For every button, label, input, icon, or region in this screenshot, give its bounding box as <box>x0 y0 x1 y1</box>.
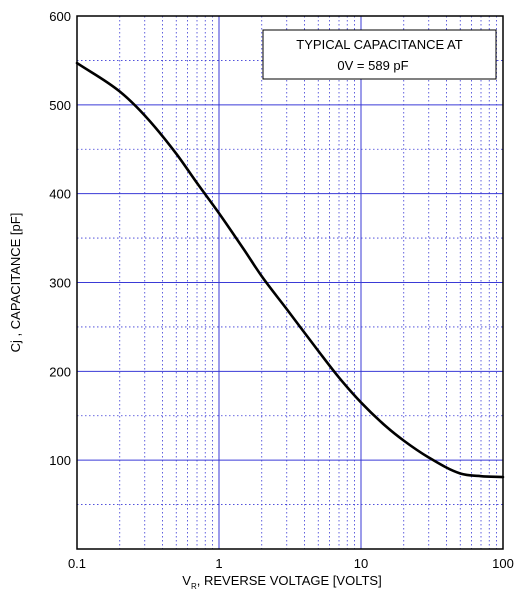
x-axis-label-subscript: R <box>191 582 197 591</box>
y-axis-label: Cj , CAPACITANCE [pF] <box>8 213 23 353</box>
x-axis-label: VR, REVERSE VOLTAGE [VOLTS] <box>182 573 381 591</box>
annotation-frame <box>262 29 497 80</box>
curve-layer <box>75 61 505 479</box>
grid <box>76 15 504 549</box>
annotation-box: TYPICAL CAPACITANCE AT 0V = 589 pF <box>262 29 497 80</box>
x-tick-label: 1 <box>215 556 222 571</box>
x-tick-label: 100 <box>492 556 514 571</box>
x-axis-label-text: , REVERSE VOLTAGE [VOLTS] <box>197 573 382 588</box>
plot-frame <box>76 15 504 550</box>
annotation-line-1: TYPICAL CAPACITANCE AT <box>296 37 462 52</box>
capacitance-curve <box>75 61 505 479</box>
y-tick-label: 600 <box>49 9 71 24</box>
tick-labels: 0.1 1 10 100 100 200 300 400 500 600 <box>49 9 514 571</box>
y-tick-label: 100 <box>49 453 71 468</box>
y-tick-label: 300 <box>49 276 71 291</box>
x-axis-label-symbol: V <box>182 573 191 588</box>
y-tick-label: 400 <box>49 187 71 202</box>
annotation-line-2: 0V = 589 pF <box>337 58 408 73</box>
y-tick-label: 500 <box>49 98 71 113</box>
x-tick-label: 10 <box>354 556 368 571</box>
x-tick-label: 0.1 <box>68 556 86 571</box>
y-tick-label: 200 <box>49 364 71 379</box>
